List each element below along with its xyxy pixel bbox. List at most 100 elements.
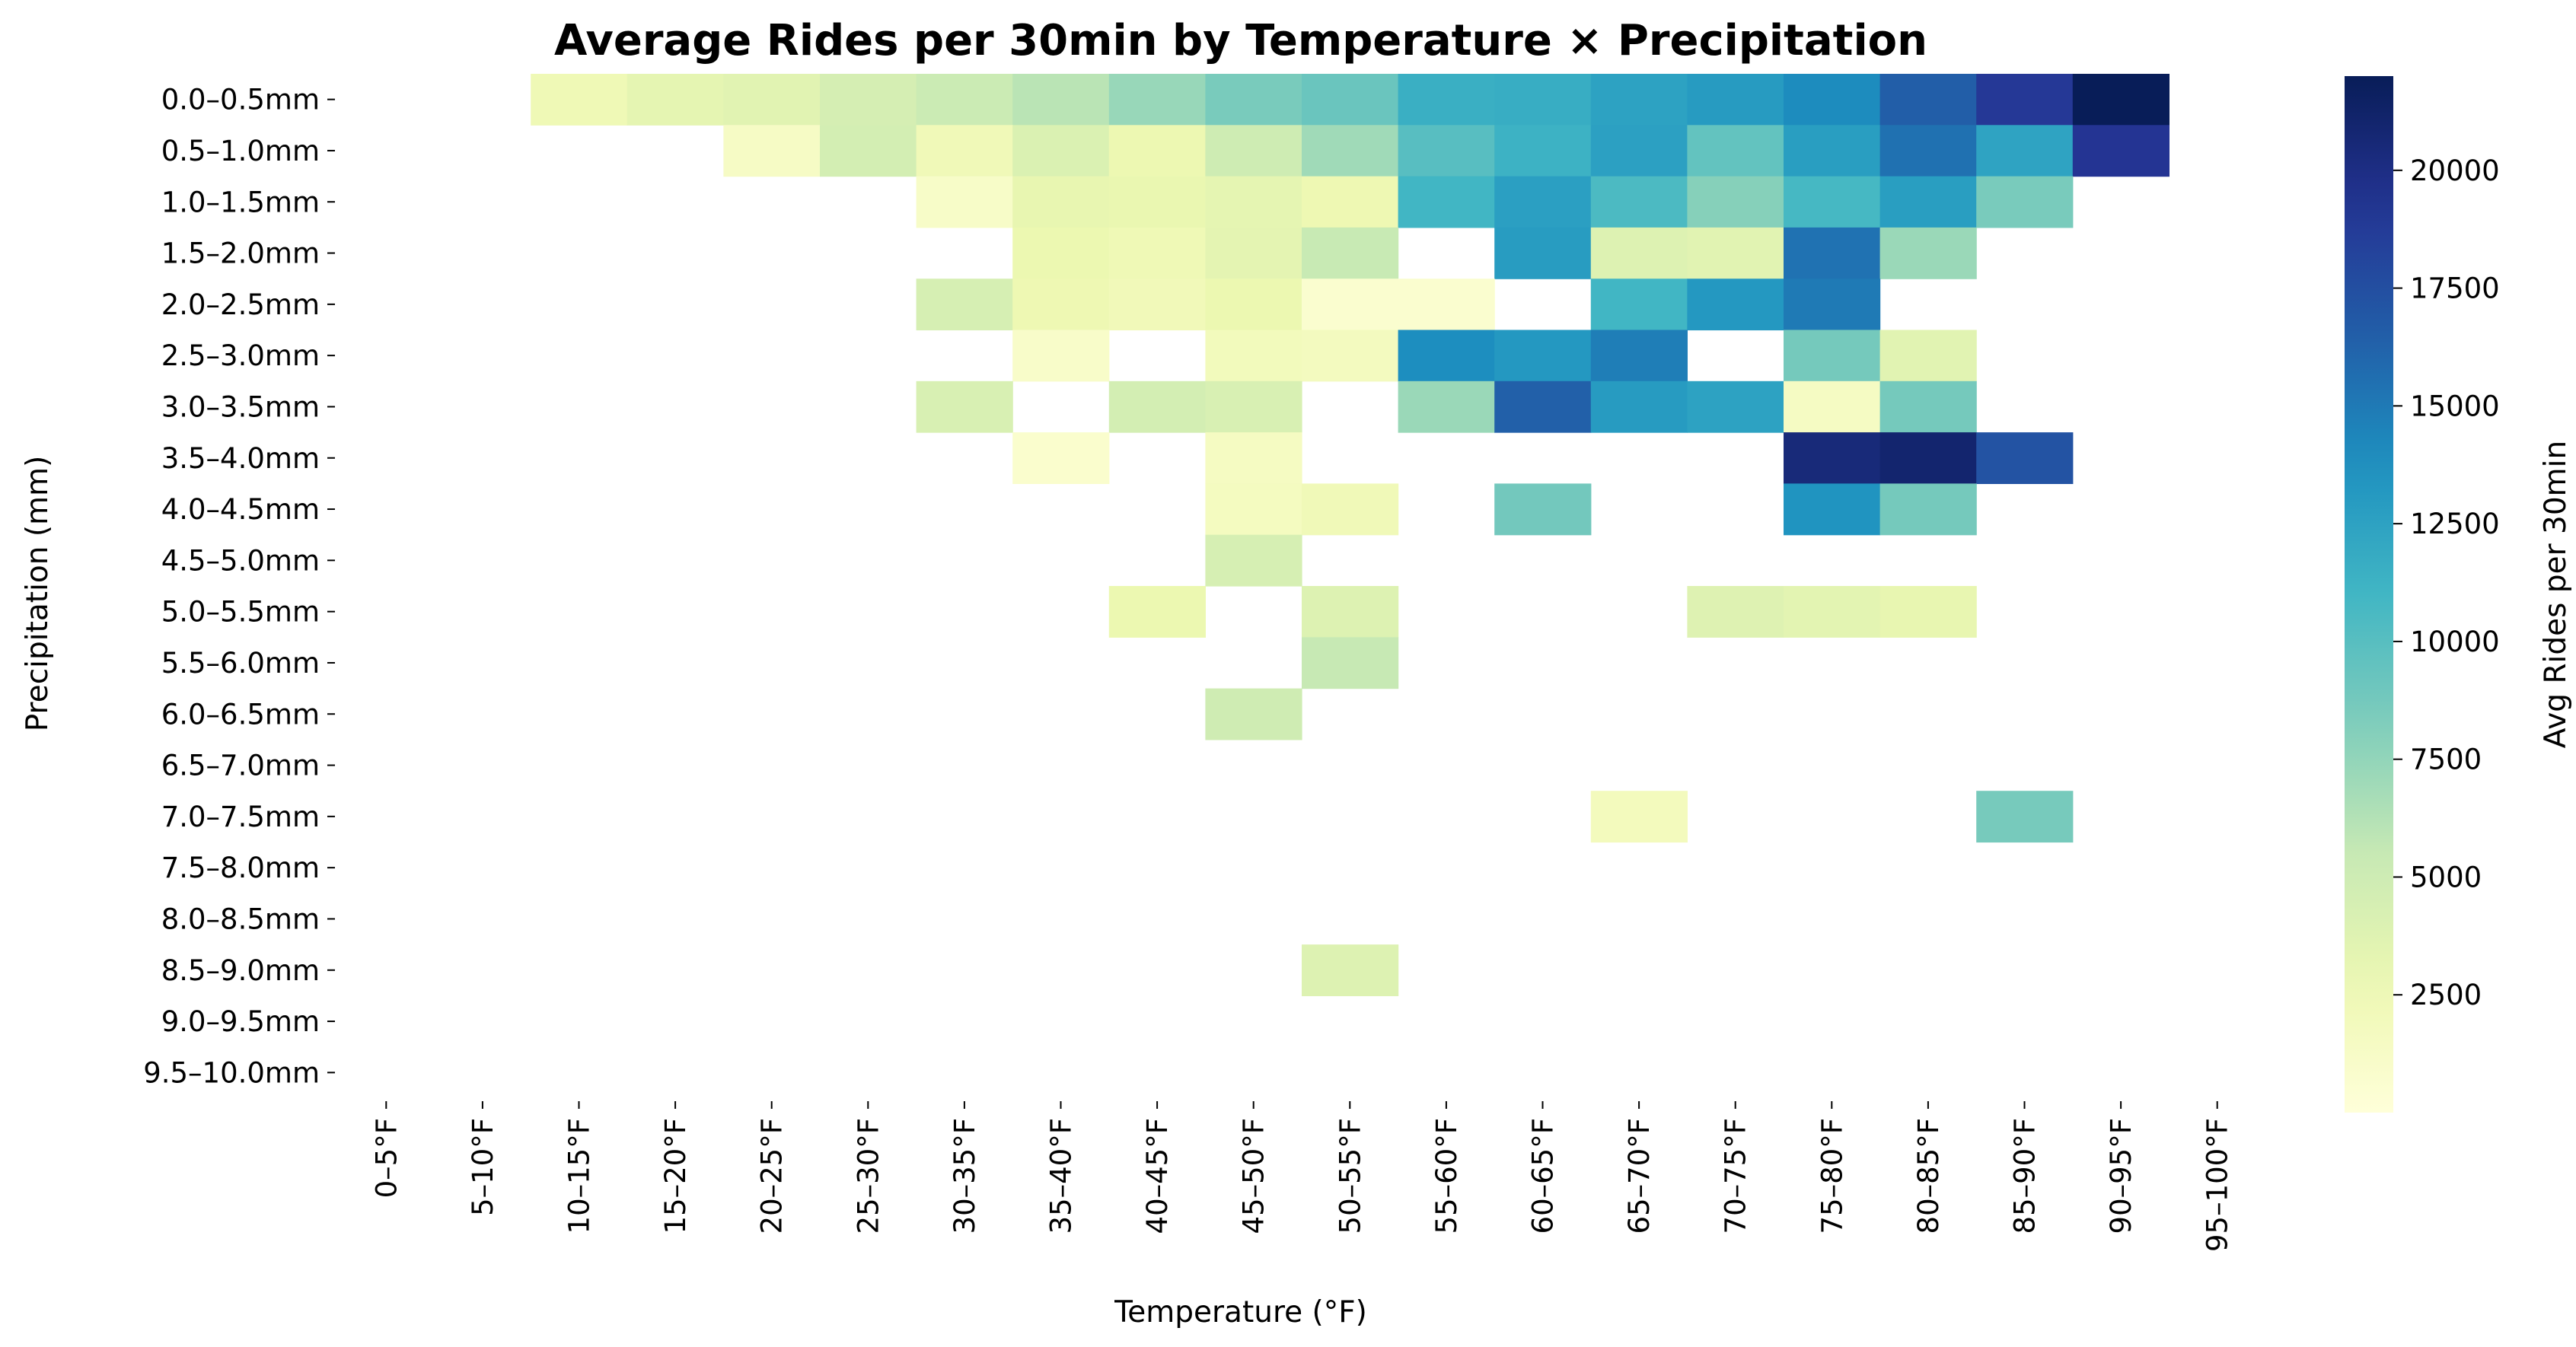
heatmap-cell: [1205, 534, 1302, 587]
x-tick-label: 70–75°F: [1720, 1118, 1752, 1234]
heatmap-cell: [1590, 791, 1688, 843]
x-tick-label: 65–70°F: [1623, 1118, 1656, 1234]
y-tick-label: 3.0–3.5mm: [161, 390, 320, 423]
heatmap-cell: [1976, 74, 2074, 126]
y-tick-label: 8.5–9.0mm: [161, 954, 320, 987]
heatmap-cell: [1784, 330, 1881, 382]
heatmap-cell: [820, 74, 917, 126]
heatmap-cell: [1108, 279, 1206, 331]
x-tick-label: 30–35°F: [948, 1118, 981, 1234]
chart-title: Average Rides per 30min by Temperature ×…: [554, 16, 1927, 65]
heatmap-cell: [1687, 227, 1784, 279]
heatmap-cell: [1302, 125, 1399, 177]
x-tick-label: 95–100°F: [2201, 1118, 2234, 1252]
x-tick-label: 25–30°F: [852, 1118, 885, 1234]
colorbar-label: Avg Rides per 30min: [2539, 441, 2573, 748]
heatmap-cell: [1108, 227, 1206, 279]
heatmap-cell: [1784, 125, 1881, 177]
heatmap-cell: [1784, 74, 1881, 126]
heatmap-cell: [1302, 483, 1399, 536]
colorbar-tick-label: 5000: [2410, 861, 2482, 893]
y-tick-label: 1.0–1.5mm: [161, 186, 320, 218]
y-tick-label: 0.5–1.0mm: [161, 135, 320, 167]
heatmap-cell: [1398, 74, 1495, 126]
y-tick-label: 3.5–4.0mm: [161, 442, 320, 475]
x-tick-label: 45–50°F: [1238, 1118, 1270, 1234]
heatmap-cell: [1398, 381, 1495, 433]
x-tick-label: 20–25°F: [756, 1118, 789, 1234]
heatmap-cell: [2072, 125, 2170, 177]
heatmap-cell: [1302, 74, 1399, 126]
heatmap-cell: [1879, 74, 1977, 126]
heatmap-cell: [1012, 279, 1110, 331]
heatmap-cell: [1205, 227, 1302, 279]
colorbar-tick-label: 15000: [2410, 390, 2500, 422]
heatmap-cell: [1398, 330, 1495, 382]
heatmap-cell: [1687, 176, 1784, 228]
heatmap-cell: [1494, 227, 1592, 279]
x-tick-label: 35–40°F: [1045, 1118, 1078, 1234]
heatmap-cell: [916, 74, 1013, 126]
heatmap-cell: [1879, 432, 1977, 484]
heatmap-cell: [1205, 688, 1302, 740]
heatmap-cell: [1398, 125, 1495, 177]
heatmap-cell: [1012, 432, 1110, 484]
heatmap-cell: [1302, 586, 1399, 638]
heatmap-cell: [1494, 381, 1592, 433]
heatmap-cell: [1494, 330, 1592, 382]
heatmap-cell: [916, 125, 1013, 177]
heatmap-cell: [1976, 432, 2074, 484]
heatmap-cell: [1012, 74, 1110, 126]
heatmap-cell: [1590, 125, 1688, 177]
heatmap-cell: [1012, 227, 1110, 279]
y-axis-label: Precipitation (mm): [21, 456, 55, 732]
x-tick-label: 10–15°F: [563, 1118, 596, 1234]
heatmap-cell: [1302, 176, 1399, 228]
y-tick-label: 0.0–0.5mm: [161, 84, 320, 116]
heatmap-cell: [1012, 125, 1110, 177]
heatmap-cell: [1590, 227, 1688, 279]
x-tick-label: 90–95°F: [2105, 1118, 2138, 1234]
y-tick-label: 7.0–7.5mm: [161, 801, 320, 833]
heatmap-cell: [626, 74, 724, 126]
colorbar-tick-label: 20000: [2410, 154, 2500, 187]
heatmap-cell: [1784, 432, 1881, 484]
heatmap-cell: [1687, 125, 1784, 177]
heatmap-cell: [1590, 176, 1688, 228]
y-tick-label: 2.5–3.0mm: [161, 339, 320, 372]
heatmap-cell: [1879, 483, 1977, 536]
heatmap-cell: [1590, 381, 1688, 433]
heatmap-cell: [1108, 74, 1206, 126]
heatmap-cell: [1687, 381, 1784, 433]
colorbar-tick-label: 12500: [2410, 508, 2500, 540]
heatmap-cell: [1784, 279, 1881, 331]
heatmap-cell: [916, 381, 1013, 433]
y-tick-label: 9.5–10.0mm: [143, 1056, 320, 1089]
heatmap-cell: [1879, 176, 1977, 228]
heatmap-cell: [1205, 125, 1302, 177]
heatmap-cell: [1302, 279, 1399, 331]
heatmap-cell: [1108, 381, 1206, 433]
y-tick-label: 5.5–6.0mm: [161, 647, 320, 680]
x-tick-label: 5–10°F: [467, 1118, 499, 1216]
heatmap-cell: [1879, 330, 1977, 382]
x-tick-label: 0–5°F: [370, 1118, 403, 1198]
heatmap-cell: [1784, 483, 1881, 536]
colorbar-tick-label: 7500: [2410, 744, 2482, 776]
y-tick-label: 6.0–6.5mm: [161, 698, 320, 731]
heatmap-cell: [1494, 176, 1592, 228]
y-tick-label: 7.5–8.0mm: [161, 852, 320, 884]
heatmap-cell: [1302, 637, 1399, 689]
heatmap-cell: [1494, 74, 1592, 126]
heatmap-cell: [1687, 74, 1784, 126]
heatmap-cell: [1494, 125, 1592, 177]
heatmap-cell: [1398, 176, 1495, 228]
heatmap-cell: [1976, 125, 2074, 177]
heatmap-cell: [916, 176, 1013, 228]
heatmap-cell: [1590, 330, 1688, 382]
heatmap-cell: [1784, 227, 1881, 279]
x-tick-label: 15–20°F: [659, 1118, 692, 1234]
heatmap-cell: [1012, 330, 1110, 382]
heatmap-cell: [1205, 381, 1302, 433]
heatmap-cell: [531, 74, 628, 126]
